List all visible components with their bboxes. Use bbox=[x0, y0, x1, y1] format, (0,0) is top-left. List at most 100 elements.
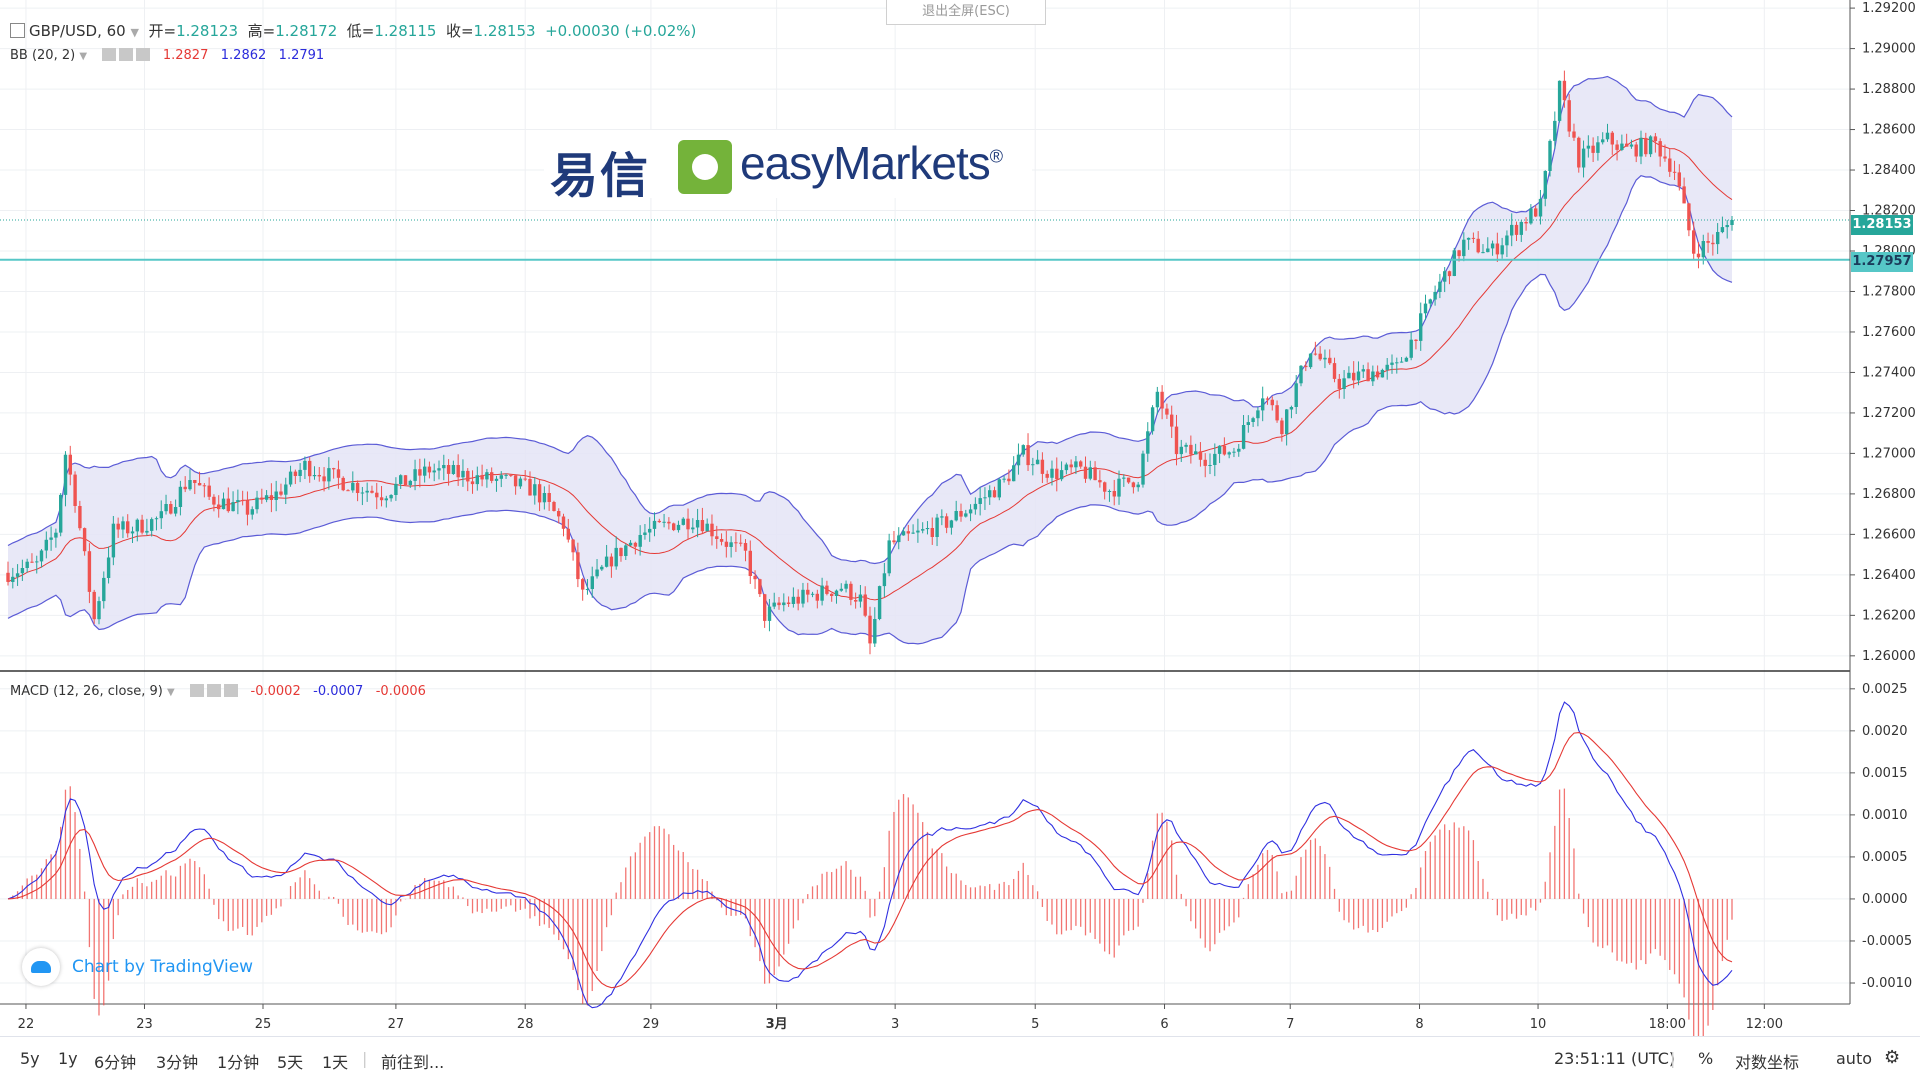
candle bbox=[782, 593, 786, 612]
utc-clock[interactable]: 23:51:11 (UTC) bbox=[1554, 1049, 1676, 1068]
candle bbox=[1198, 442, 1203, 467]
candle-body bbox=[1270, 399, 1274, 406]
candle-body bbox=[758, 579, 762, 595]
candle-body bbox=[1155, 391, 1160, 408]
candle bbox=[873, 607, 877, 647]
candle bbox=[231, 491, 235, 512]
candle bbox=[25, 558, 29, 573]
candle-body bbox=[150, 519, 154, 531]
candle-body bbox=[1648, 136, 1653, 155]
candle bbox=[1035, 450, 1040, 465]
exit-fullscreen-button[interactable]: 退出全屏(ESC) bbox=[886, 0, 1046, 25]
candle bbox=[35, 555, 39, 574]
gear-icon[interactable]: ⚙ bbox=[1884, 1047, 1901, 1068]
gear-icon[interactable] bbox=[207, 684, 222, 697]
candle-body bbox=[839, 588, 843, 591]
candle-body bbox=[959, 511, 963, 517]
auto-scale-toggle[interactable]: auto bbox=[1836, 1049, 1873, 1068]
candle bbox=[1658, 138, 1662, 167]
candle bbox=[1443, 267, 1447, 293]
macd-label[interactable]: MACD (12, 26, close, 9) bbox=[10, 684, 163, 699]
candle bbox=[241, 490, 245, 506]
eye-icon[interactable] bbox=[190, 684, 205, 697]
price-chart[interactable]: 1.29200 1.29000 1.28800 1.28600 1.28400 1.282… bbox=[0, 0, 1920, 1036]
candle-body bbox=[303, 460, 307, 470]
candle-body bbox=[1423, 303, 1428, 314]
candle-body bbox=[997, 479, 1001, 498]
change-value: +0.00030 (+0.02%) bbox=[545, 22, 697, 40]
bb-label[interactable]: BB (20, 2) bbox=[10, 48, 76, 63]
candle bbox=[1395, 357, 1399, 374]
candle-body bbox=[1308, 353, 1313, 368]
percent-toggle[interactable]: % bbox=[1698, 1049, 1714, 1068]
candle bbox=[188, 469, 192, 491]
macd-tick-label: 0.0005 bbox=[1862, 850, 1908, 865]
candle bbox=[379, 486, 384, 507]
candle bbox=[245, 491, 250, 526]
candle-body bbox=[729, 542, 733, 547]
range-1d[interactable]: 1天 bbox=[322, 1053, 349, 1072]
candle-body bbox=[1543, 171, 1547, 199]
candle bbox=[739, 534, 743, 547]
candle bbox=[494, 475, 499, 492]
tradingview-watermark[interactable]: Chart by TradingView bbox=[22, 948, 253, 986]
candle-body bbox=[830, 593, 834, 596]
candle-body bbox=[1203, 459, 1207, 466]
candle-body bbox=[1141, 453, 1145, 485]
price-tick-label: 1.26400 bbox=[1862, 568, 1916, 583]
close-icon[interactable] bbox=[224, 684, 239, 697]
candle bbox=[413, 459, 417, 491]
range-3min[interactable]: 3分钟 bbox=[156, 1053, 199, 1072]
candle-body bbox=[1404, 357, 1409, 362]
candle-body bbox=[1524, 222, 1528, 224]
range-5d[interactable]: 5天 bbox=[277, 1053, 304, 1072]
candle bbox=[1337, 373, 1341, 399]
candle bbox=[585, 579, 590, 595]
candle bbox=[968, 504, 973, 522]
candle-body bbox=[1160, 391, 1164, 409]
candle bbox=[600, 564, 604, 571]
candle bbox=[475, 466, 479, 491]
candle-body bbox=[1557, 80, 1562, 121]
candle-body bbox=[193, 480, 197, 483]
candle-body bbox=[978, 498, 982, 504]
close-icon[interactable] bbox=[136, 48, 151, 61]
price-tick-label: 1.26000 bbox=[1862, 649, 1916, 664]
eye-icon[interactable] bbox=[102, 48, 117, 61]
candle-body bbox=[801, 589, 805, 604]
chevron-down-icon[interactable]: ▼ bbox=[79, 51, 88, 62]
gear-icon[interactable] bbox=[119, 48, 134, 61]
candle-body bbox=[68, 454, 72, 475]
symbol-title[interactable]: GBP/USD, 60 bbox=[29, 22, 126, 40]
candle-body bbox=[1012, 465, 1016, 482]
candle bbox=[1217, 445, 1222, 464]
chevron-down-icon[interactable]: ▼ bbox=[130, 26, 139, 39]
candle bbox=[202, 483, 207, 498]
range-6min[interactable]: 6分钟 bbox=[94, 1053, 137, 1072]
candle-body bbox=[786, 602, 791, 604]
candle-body bbox=[1529, 208, 1533, 224]
candle-body bbox=[973, 503, 978, 510]
candle bbox=[1280, 417, 1284, 442]
candle-body bbox=[724, 541, 729, 547]
candle bbox=[825, 580, 829, 596]
candle-body bbox=[1217, 445, 1222, 454]
candle-body bbox=[1328, 357, 1332, 364]
candle-body bbox=[571, 539, 575, 553]
range-1y[interactable]: 1y bbox=[58, 1049, 78, 1068]
chevron-down-icon[interactable]: ▼ bbox=[167, 687, 175, 698]
candle bbox=[1002, 476, 1006, 483]
collapse-icon[interactable] bbox=[10, 23, 25, 38]
candle bbox=[355, 480, 360, 502]
candle bbox=[1625, 133, 1629, 147]
candle-body bbox=[1026, 445, 1030, 466]
bb-mid-line bbox=[7, 137, 1733, 601]
macd-tick-label: 0.0010 bbox=[1862, 808, 1908, 823]
goto-date-button[interactable]: 前往到... bbox=[381, 1053, 445, 1072]
range-5y[interactable]: 5y bbox=[20, 1049, 40, 1068]
range-1min[interactable]: 1分钟 bbox=[217, 1053, 260, 1072]
candle-body bbox=[97, 601, 101, 620]
watermark-text[interactable]: Chart by TradingView bbox=[72, 957, 254, 977]
log-scale-toggle[interactable]: 对数坐标 bbox=[1735, 1053, 1800, 1072]
